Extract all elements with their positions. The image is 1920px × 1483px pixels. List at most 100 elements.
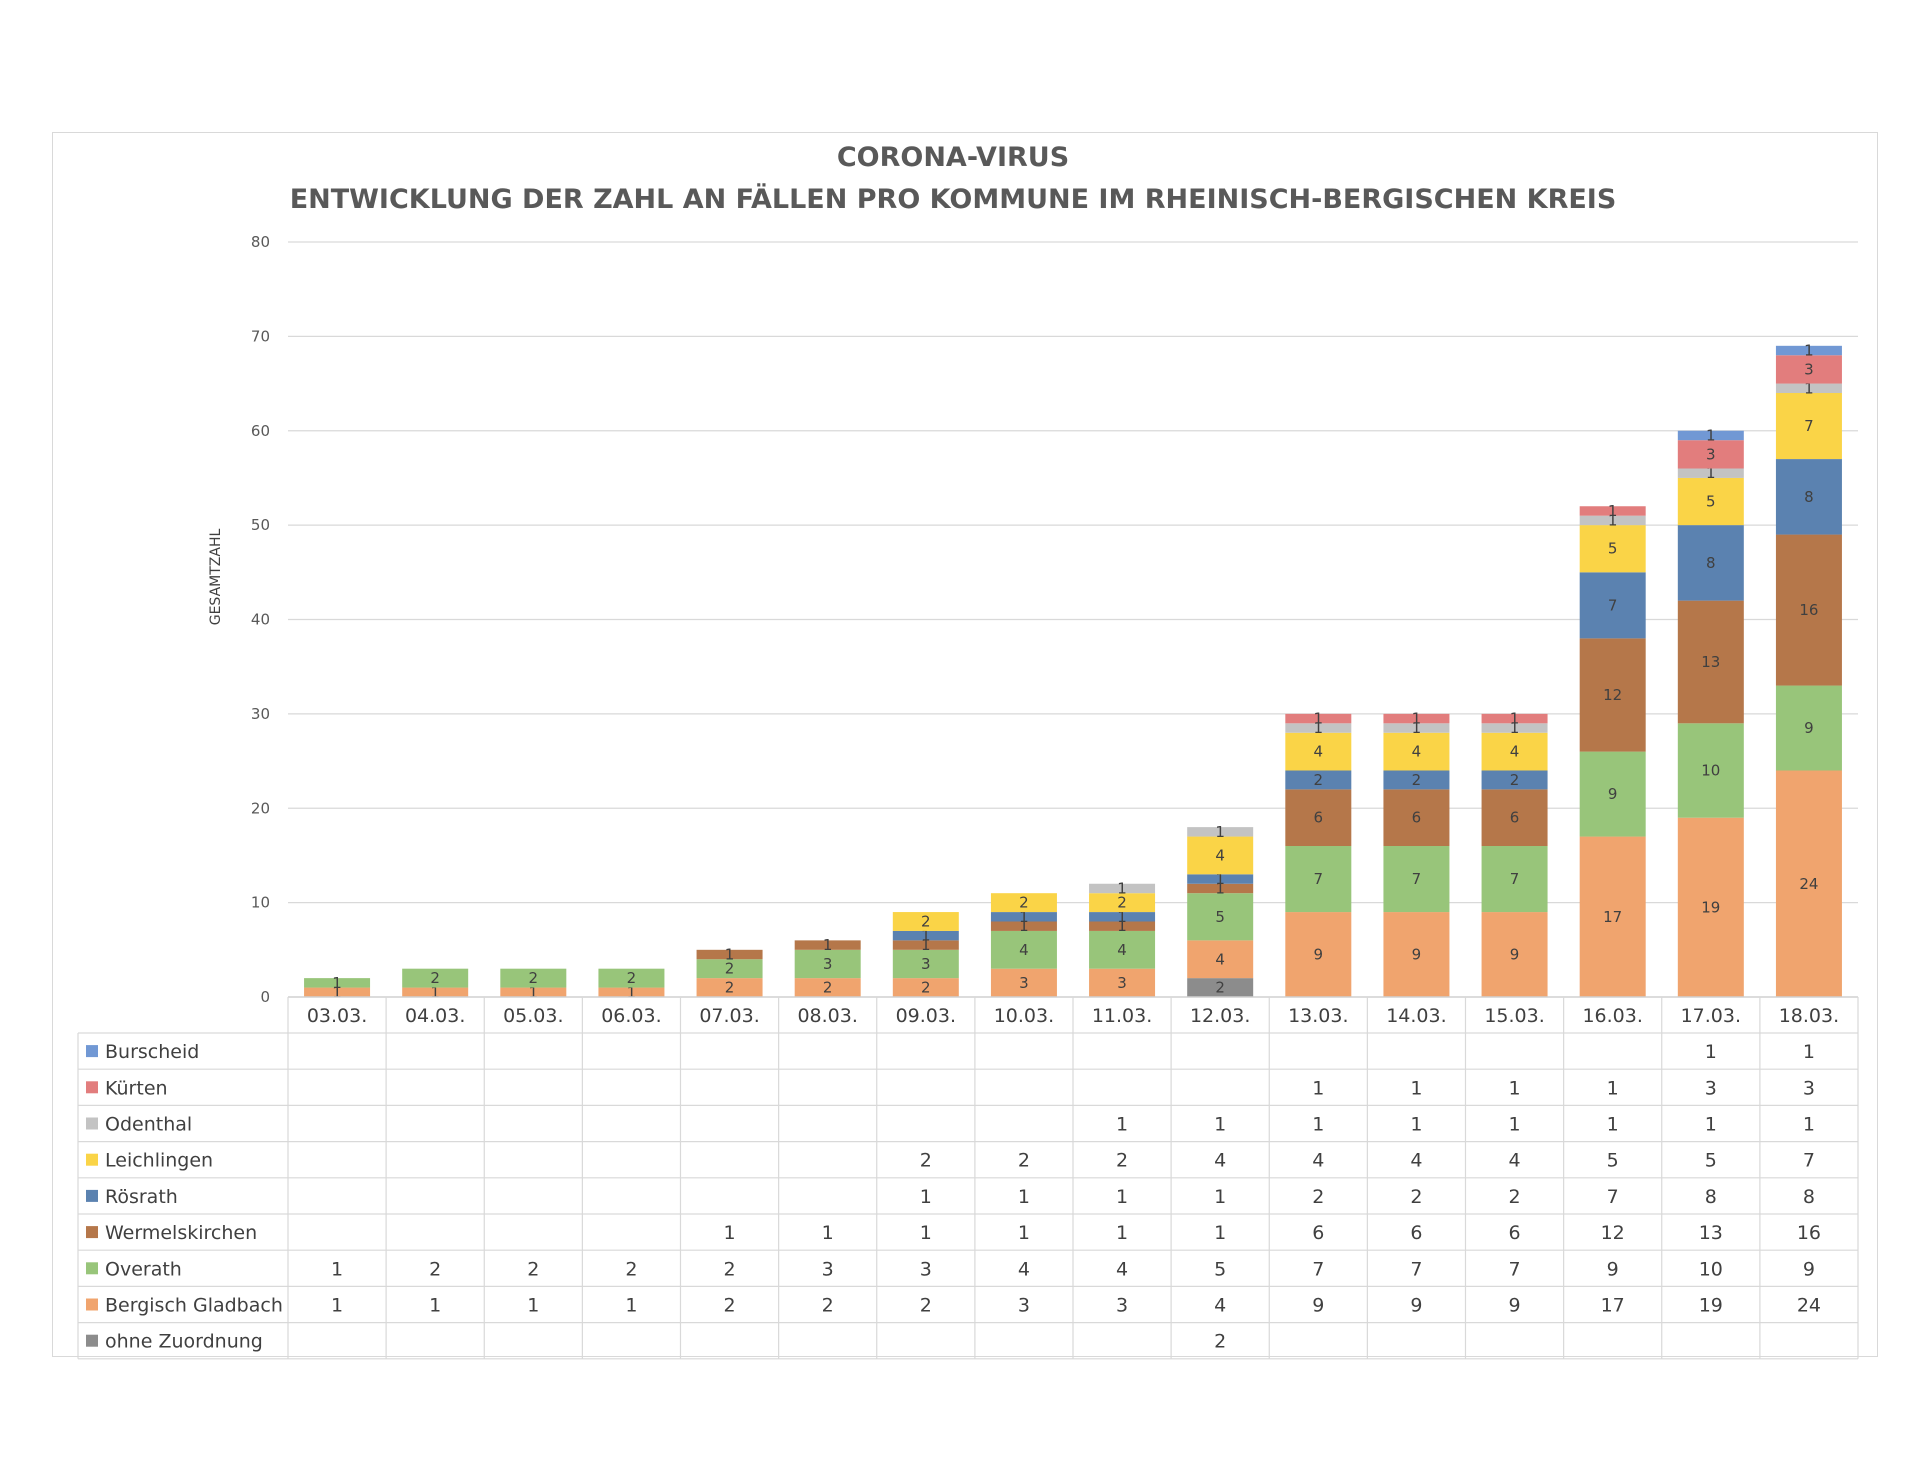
table-cell: 7 <box>1607 1186 1619 1208</box>
bar-segment <box>1775 345 1842 356</box>
data-label: 3 <box>823 955 833 973</box>
bar-segment <box>794 940 861 950</box>
table-cell: 1 <box>1312 1077 1324 1099</box>
table-cell: 6 <box>1509 1222 1521 1244</box>
x-tick-label: 10.03. <box>994 1005 1054 1027</box>
y-tick-label: 40 <box>251 611 270 629</box>
table-cell: 4 <box>1214 1150 1226 1172</box>
bar-stack: 11 <box>304 974 371 1001</box>
table-cell: 1 <box>1410 1077 1422 1099</box>
bar-segment <box>1383 732 1450 771</box>
table-cell: 1 <box>331 1295 343 1317</box>
data-label: 1 <box>921 927 931 945</box>
table-cell: 2 <box>429 1258 441 1280</box>
x-tick-label: 08.03. <box>797 1005 857 1027</box>
data-label: 9 <box>1608 785 1618 803</box>
bar-segment <box>1579 836 1646 997</box>
data-label: 4 <box>1314 743 1324 761</box>
data-label: 2 <box>1215 979 1225 997</box>
bar-segment <box>304 987 371 997</box>
y-tick-label: 80 <box>251 233 270 251</box>
table-cell: 17 <box>1601 1295 1625 1317</box>
bar-segment <box>794 978 861 997</box>
bar-segment <box>892 949 959 979</box>
table-cell: 4 <box>1214 1295 1226 1317</box>
bar-segment <box>598 987 665 997</box>
bar-segment <box>990 930 1057 969</box>
bar-stack: 221 <box>696 946 763 997</box>
data-table: 03.03. 04.03. 05.03. 06.03. 07.03. 08.03. 09.0… <box>77 996 1859 1360</box>
bar-segment <box>1677 430 1744 441</box>
table-cell: 6 <box>1312 1222 1324 1244</box>
bar-segment <box>1383 723 1450 733</box>
bar-segment <box>500 987 567 997</box>
table-cell: 7 <box>1410 1258 1422 1280</box>
table-cell: 6 <box>1410 1222 1422 1244</box>
data-label: 1 <box>430 983 440 1001</box>
data-label: 2 <box>725 979 735 997</box>
bar-segment <box>1677 477 1744 526</box>
table-cell: 1 <box>1214 1222 1226 1244</box>
bar-segment <box>1481 846 1548 913</box>
data-label: 2 <box>430 969 440 987</box>
table-cell: 2 <box>920 1295 932 1317</box>
bar-segment <box>1285 846 1352 913</box>
bar-segment <box>1481 732 1548 771</box>
legend-swatch <box>86 1262 98 1275</box>
bar-segment <box>1383 912 1450 997</box>
table-cell: 7 <box>1803 1150 1815 1172</box>
data-label: 5 <box>1215 908 1225 926</box>
bar-segment <box>1677 600 1744 724</box>
bar-segment <box>1285 770 1352 790</box>
table-cell: 2 <box>1214 1331 1226 1353</box>
bar-stack: 24 9 16 8 7 131 <box>1775 342 1842 997</box>
bar-segment <box>1089 930 1156 969</box>
data-label: 16 <box>1799 601 1818 619</box>
table-cell: 1 <box>1214 1186 1226 1208</box>
data-label: 7 <box>1412 870 1422 888</box>
data-label: 1 <box>1117 917 1127 935</box>
data-label: 17 <box>1603 908 1622 926</box>
x-tick-label: 15.03. <box>1484 1005 1544 1027</box>
bar-segment <box>1285 723 1352 733</box>
data-label: 6 <box>1412 809 1422 827</box>
table-cell: 3 <box>1116 1295 1128 1317</box>
data-label: 12 <box>1603 686 1622 704</box>
x-tick-label: 12.03. <box>1190 1005 1250 1027</box>
table-cell: 1 <box>822 1222 834 1244</box>
data-label: 1 <box>1117 879 1127 897</box>
data-label: 24 <box>1799 875 1818 893</box>
table-cell: 1 <box>1705 1114 1717 1136</box>
bar-segment <box>1481 723 1548 733</box>
data-label: 1 <box>1314 710 1324 728</box>
legend-swatch <box>86 1334 98 1347</box>
table-cell: 1 <box>724 1222 736 1244</box>
data-label: 3 <box>1706 445 1716 463</box>
legend-swatch <box>86 1045 98 1058</box>
table-cell: 2 <box>1410 1186 1422 1208</box>
table-cell: 5 <box>1705 1150 1717 1172</box>
legend-swatch <box>86 1117 98 1130</box>
table-cell: 2 <box>724 1295 736 1317</box>
table-cell: 2 <box>1509 1186 1521 1208</box>
table-cell: 8 <box>1803 1186 1815 1208</box>
table-cell: 2 <box>1116 1150 1128 1172</box>
legend-swatch <box>86 1153 98 1166</box>
table-cell: 1 <box>1803 1114 1815 1136</box>
bar-segment <box>1089 921 1156 931</box>
chart-subtitle: ENTWICKLUNG DER ZAHL AN FÄLLEN PRO KOMMU… <box>290 183 1617 215</box>
bar-segment <box>402 987 469 997</box>
bar-segment <box>696 959 763 979</box>
x-tick-label: 07.03. <box>699 1005 759 1027</box>
legend-swatch <box>86 1226 98 1239</box>
bar-segment <box>696 978 763 997</box>
bar-segment <box>1775 393 1842 460</box>
data-label: 1 <box>1412 710 1422 728</box>
x-tick-label: 13.03. <box>1288 1005 1348 1027</box>
bar-segment <box>1481 912 1548 997</box>
table-cell: 3 <box>1803 1077 1815 1099</box>
table-cell: 1 <box>1410 1114 1422 1136</box>
